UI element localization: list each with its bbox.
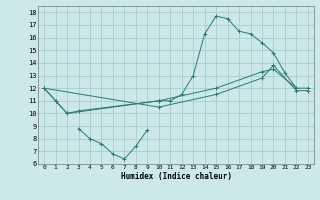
X-axis label: Humidex (Indice chaleur): Humidex (Indice chaleur) (121, 172, 231, 181)
